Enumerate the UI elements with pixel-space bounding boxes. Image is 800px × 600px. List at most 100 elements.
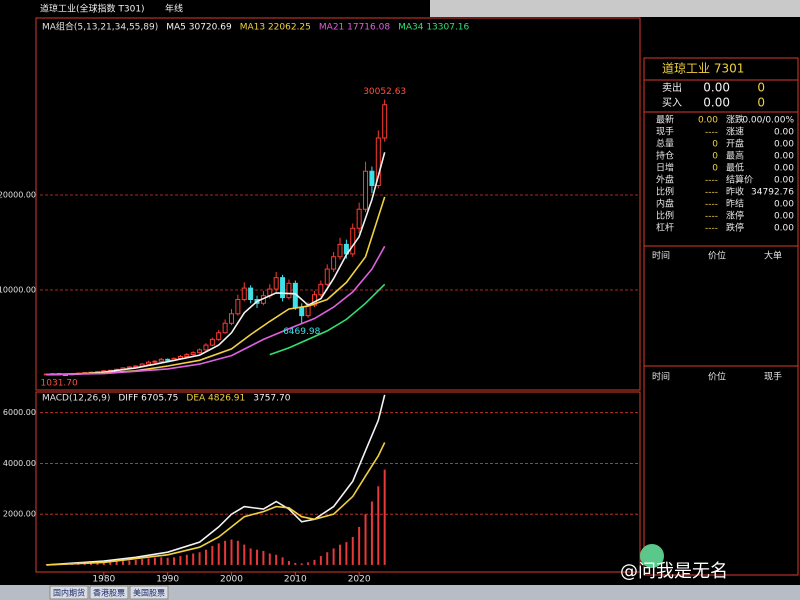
plots: 10000.00 2000 0.00 MA组合(5,13,21,34,55,89) MA…: [0, 21, 794, 600]
watermark: @问我是无名: [620, 561, 728, 582]
legend-entry: 3757.70: [253, 394, 290, 404]
x-tick-label: 2000: [220, 575, 243, 585]
y-tick-label: 2000.00: [3, 510, 36, 519]
tab-label[interactable]: 美国股票: [133, 588, 165, 598]
quote-label: 涨停: [726, 210, 744, 222]
candle-body: [331, 256, 337, 270]
quote-label: 外盘: [656, 174, 674, 186]
candle-body: [299, 306, 305, 317]
quote-title: 道琼工业 7301: [662, 61, 744, 76]
y-tick-label: 10000.00: [0, 286, 36, 295]
quote-label: 比例: [656, 186, 674, 198]
candle-body: [337, 243, 343, 258]
quote-value: 0.00: [774, 200, 794, 210]
candle-body: [228, 313, 234, 324]
watermark-icon: [640, 544, 664, 568]
column-header: 大单: [764, 250, 782, 262]
quote-price: 0.00: [703, 96, 730, 110]
quote-panel: [643, 57, 799, 576]
candle-body: [311, 294, 317, 306]
quote-label: 卖出: [662, 81, 682, 94]
window-title: 道琼工业(全球指数 T301): [40, 3, 145, 15]
annotation: 30052.63: [363, 87, 406, 97]
menu-bar: [430, 0, 800, 17]
candle-body: [222, 322, 228, 334]
candle-body: [356, 208, 362, 229]
x-tick-label: 1980: [92, 575, 115, 585]
candle-body: [324, 268, 330, 285]
tab-label[interactable]: 香港股票: [93, 588, 125, 598]
legend-entry: MA21 17716.08: [319, 23, 390, 33]
y-tick-label: 6000.00: [3, 408, 36, 417]
annotation: 1031.70: [41, 379, 78, 389]
candle-body: [158, 358, 164, 362]
quote-value: 34792.76: [751, 188, 794, 198]
annotation: 6469.98: [283, 327, 320, 337]
quote-label: 跌停: [726, 222, 744, 234]
tab[interactable]: [129, 585, 169, 600]
quote-value: 0: [712, 152, 718, 162]
quote-label: 总量: [656, 138, 674, 150]
quote-label: 持仓: [656, 150, 674, 162]
quote-value: 0.00: [698, 116, 718, 126]
candle-body: [235, 299, 241, 315]
candle-body: [363, 170, 369, 210]
y-tick-label: 4000.00: [3, 459, 36, 468]
candle-body: [382, 104, 388, 139]
candle-body: [280, 277, 286, 299]
quote-value: 0.00: [774, 128, 794, 138]
main-panel: [35, 17, 641, 391]
quote-label: 涨跌: [726, 115, 744, 126]
quote-value: 0.00: [774, 152, 794, 162]
column-header: 时间: [652, 371, 670, 383]
tab-label[interactable]: 国内期货: [53, 588, 85, 598]
x-tick-label: 2020: [348, 575, 371, 585]
candle-body: [152, 360, 158, 363]
quote-size: 0: [757, 96, 765, 110]
ma-line: [46, 394, 386, 566]
candle-body: [248, 287, 254, 301]
quote-value: 0.00: [774, 176, 794, 186]
quote-value: ----: [705, 212, 718, 222]
candle-body: [184, 354, 190, 358]
tab[interactable]: [89, 585, 129, 600]
legend-title: MA组合(5,13,21,34,55,89): [42, 21, 158, 33]
quote-value: ----: [705, 224, 718, 234]
quote-size: 0: [757, 81, 765, 95]
candle-body: [190, 352, 196, 356]
quote-label: 最高: [726, 150, 744, 162]
quote-label: 买入: [662, 97, 682, 109]
candle-body: [216, 332, 222, 340]
quote-label: 涨速: [726, 127, 744, 138]
quote-value: ----: [705, 188, 718, 198]
ma-line: [46, 152, 386, 376]
ma-line: [269, 283, 386, 356]
candle-body: [318, 283, 324, 296]
tab[interactable]: [49, 585, 89, 600]
legend-title: MACD(12,26,9): [42, 394, 110, 404]
candle-body: [197, 349, 203, 354]
macd-panel: [35, 391, 641, 573]
quote-value: 0.00: [774, 164, 794, 174]
candle-body: [165, 358, 171, 361]
quote-value: ----: [705, 200, 718, 210]
quote-label: 昨结: [726, 198, 744, 210]
tab-bar: [0, 585, 800, 600]
quote-label: 昨收: [726, 186, 744, 198]
candle-body: [375, 137, 381, 186]
quote-value: 0.00: [774, 224, 794, 234]
quote-value: 0: [712, 164, 718, 174]
legend-entry: MA13 22062.25: [240, 23, 311, 33]
quote-value: 0.00: [774, 212, 794, 222]
quote-price: 0.00: [703, 81, 730, 95]
quote-label: 内盘: [656, 198, 674, 210]
quote-label: 最新: [656, 114, 674, 126]
legend-entry: DIFF 6705.75: [118, 394, 178, 404]
quote-label: 开盘: [726, 138, 744, 150]
quote-value: 0.00: [774, 140, 794, 150]
legend-entry: MA34 13307.16: [398, 23, 469, 33]
candle-body: [126, 366, 132, 369]
quote-label: 日增: [656, 162, 674, 174]
